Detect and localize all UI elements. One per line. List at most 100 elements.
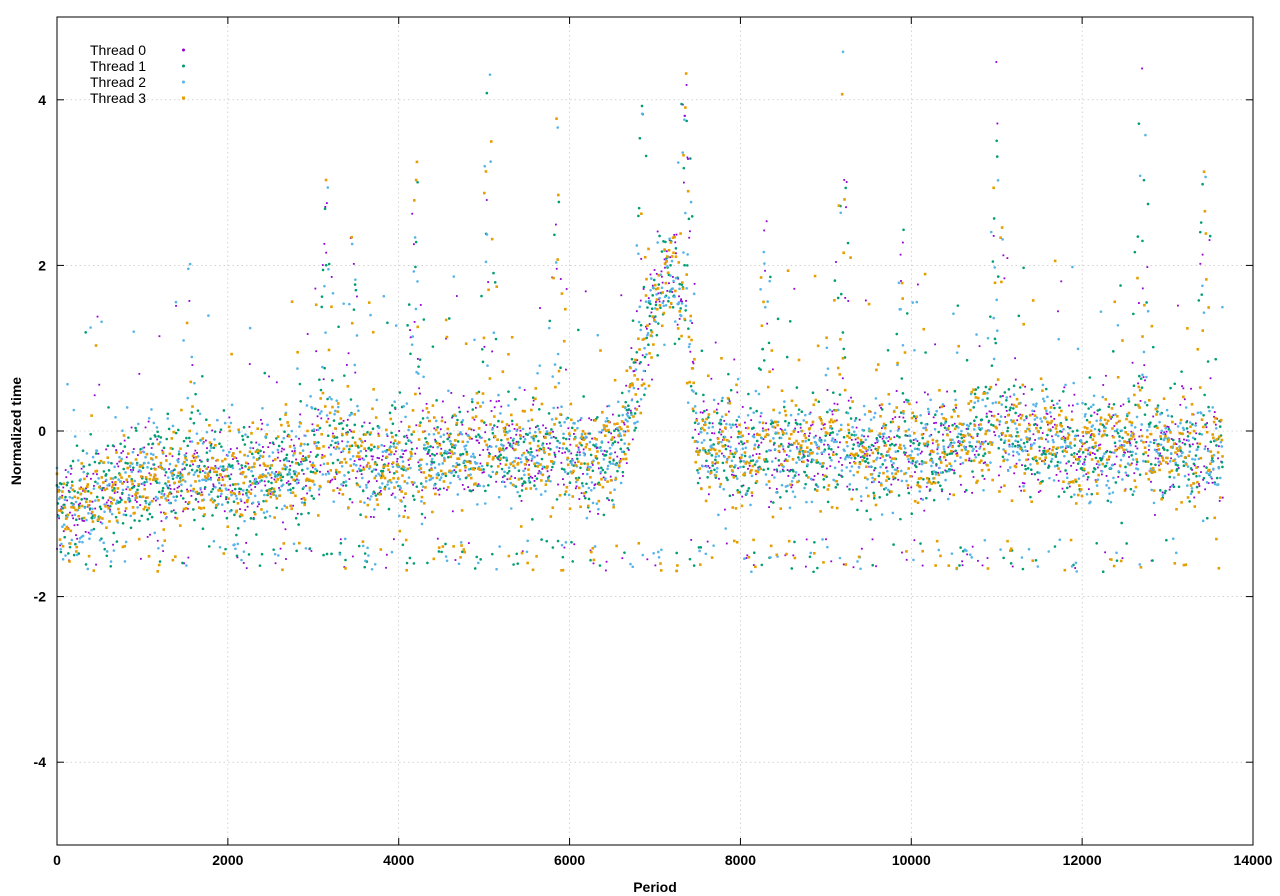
point (203, 471, 207, 475)
point (992, 357, 996, 361)
point (62, 523, 66, 526)
point (478, 484, 481, 488)
point (83, 506, 87, 510)
point (855, 426, 858, 429)
point (234, 482, 237, 486)
point (463, 447, 467, 451)
point (745, 557, 748, 559)
point (560, 543, 564, 547)
point (255, 480, 259, 484)
point (619, 481, 623, 485)
point (229, 448, 232, 450)
point (235, 533, 238, 537)
point (597, 512, 599, 515)
point (844, 186, 848, 190)
point (489, 475, 493, 479)
point (212, 483, 215, 486)
point (979, 445, 982, 448)
point (223, 421, 227, 425)
point (241, 438, 245, 442)
point (346, 418, 349, 421)
point (702, 400, 705, 403)
point (562, 436, 565, 440)
point (336, 440, 340, 444)
point (107, 506, 110, 510)
point (1061, 487, 1064, 490)
point (1156, 451, 1160, 455)
point (372, 388, 375, 391)
point (1032, 442, 1036, 445)
point (1214, 423, 1217, 426)
point (157, 563, 161, 567)
point (1177, 455, 1181, 458)
point (159, 436, 163, 439)
point (201, 442, 205, 445)
point (723, 455, 726, 459)
point (286, 459, 289, 463)
point (912, 558, 915, 562)
point (748, 464, 751, 467)
point (366, 431, 369, 434)
point (57, 485, 60, 489)
point (682, 181, 685, 184)
point (365, 449, 367, 452)
point (736, 489, 739, 492)
point (168, 462, 172, 466)
point (189, 417, 192, 421)
point (89, 532, 92, 536)
point (941, 403, 945, 406)
point (539, 471, 542, 475)
point (974, 388, 978, 391)
point (76, 537, 79, 540)
point (1055, 452, 1058, 455)
point (777, 459, 781, 462)
point (920, 460, 924, 463)
point (99, 459, 103, 463)
point (516, 440, 520, 444)
point (265, 489, 268, 492)
point (1004, 451, 1007, 454)
point (822, 424, 825, 426)
point (530, 459, 533, 462)
point (417, 372, 420, 375)
point (72, 517, 75, 520)
point (1152, 441, 1156, 445)
point (911, 475, 913, 478)
point (197, 492, 201, 495)
point (328, 395, 332, 399)
point (59, 508, 62, 511)
point (329, 481, 331, 484)
point (482, 484, 486, 488)
point (615, 463, 618, 467)
point (529, 475, 532, 478)
point (670, 259, 674, 263)
point (699, 546, 703, 549)
point (1042, 399, 1046, 403)
point (1156, 404, 1160, 407)
point (168, 452, 172, 456)
point (57, 490, 60, 493)
point (1127, 397, 1130, 400)
point (270, 481, 273, 485)
point (656, 550, 660, 554)
point (821, 538, 824, 541)
point (410, 433, 413, 436)
point (305, 484, 307, 487)
point (1175, 443, 1178, 446)
point (793, 287, 796, 290)
point (961, 549, 965, 553)
point (125, 488, 128, 491)
point (901, 241, 904, 244)
point (382, 294, 386, 298)
point (98, 505, 102, 509)
point (814, 483, 818, 486)
point (600, 431, 603, 434)
point (446, 455, 450, 459)
point (674, 241, 677, 244)
point (452, 474, 456, 478)
point (567, 493, 571, 497)
point (1050, 415, 1052, 418)
point (562, 483, 565, 486)
point (431, 345, 435, 348)
point (1089, 414, 1093, 418)
